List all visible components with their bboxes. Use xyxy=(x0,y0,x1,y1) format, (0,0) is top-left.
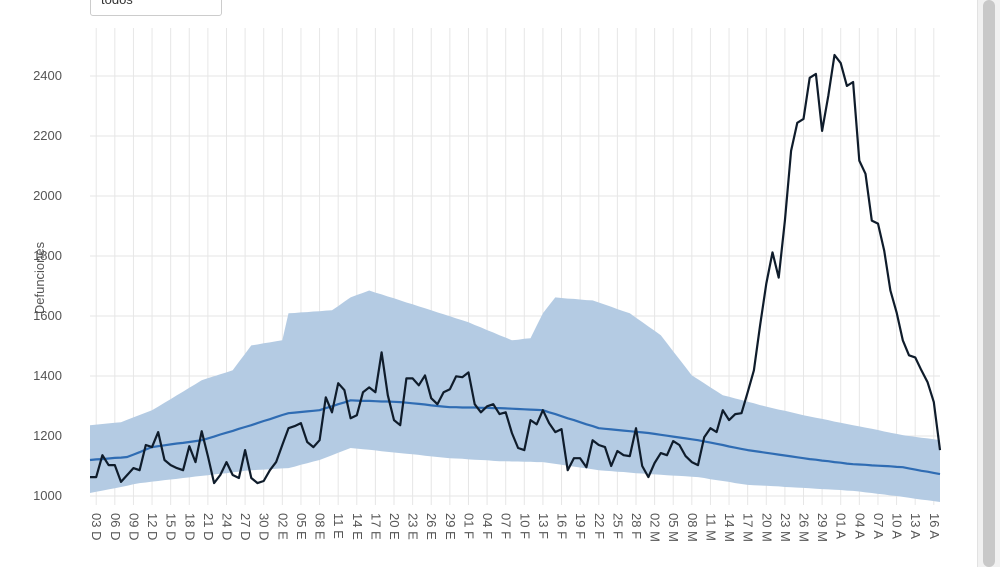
x-tick-label: 19 F xyxy=(573,513,588,539)
y-tick-label: 1200 xyxy=(33,428,62,443)
x-tick-label: 26 E xyxy=(424,513,439,540)
x-tick-label: 24 D xyxy=(219,513,234,540)
filter-value: todos xyxy=(101,0,133,7)
x-tick-label: 07 A xyxy=(871,513,886,539)
chart: Defunciones 1000 1200 1400 1600 1800 2000 2200… xyxy=(32,28,942,542)
x-tick-label: 22 F xyxy=(592,513,607,539)
x-tick-label: 12 D xyxy=(145,513,160,540)
scroll-thumb[interactable] xyxy=(983,0,995,567)
x-tick-label: 20 M xyxy=(759,513,774,542)
y-tick-label: 2000 xyxy=(33,188,62,203)
y-tick-label: 2400 xyxy=(33,68,62,83)
series-line xyxy=(90,53,942,485)
x-tick-label: 08 E xyxy=(313,513,328,540)
x-tick-label: 29 M xyxy=(815,513,830,542)
x-tick-label: 01 A xyxy=(834,513,849,539)
x-tick-label: 27 D xyxy=(238,513,253,540)
x-tick-label: 02 M xyxy=(648,513,663,542)
confidence-band xyxy=(90,290,940,502)
x-tick-label: 23 E xyxy=(406,513,421,540)
x-tick-label: 04 F xyxy=(480,513,495,539)
x-tick-label: 21 D xyxy=(201,513,216,540)
x-tick-label: 17 M xyxy=(741,513,756,542)
x-tick-label: 09 D xyxy=(126,513,141,540)
y-tick-label: 2200 xyxy=(33,128,62,143)
filter-select[interactable]: todos ▼ xyxy=(90,0,222,16)
y-tick-label: 1000 xyxy=(33,488,62,503)
series-line xyxy=(89,399,941,476)
x-tick-label: 29 E xyxy=(443,513,458,540)
x-tick-label: 13 F xyxy=(536,513,551,539)
x-tick-label: 16 F xyxy=(555,513,570,539)
x-tick-label: 28 F xyxy=(629,513,644,539)
x-tick-label: 07 F xyxy=(499,513,514,539)
y-tick-label: 1400 xyxy=(33,368,62,383)
x-tick-label: 06 D xyxy=(108,513,123,540)
caret: ▼ xyxy=(201,0,211,2)
y-tick-label: 1600 xyxy=(33,308,62,323)
x-tick-label: 08 M xyxy=(685,513,700,542)
scrollbar[interactable] xyxy=(977,0,1000,567)
x-tick-label: 20 E xyxy=(387,513,402,540)
x-tick-label: 11 M xyxy=(703,513,718,541)
x-tick-label: 17 E xyxy=(368,513,383,540)
x-tick-label: 26 M xyxy=(797,513,812,542)
x-tick-label: 16 A xyxy=(927,513,942,539)
y-axis-title: Defunciones xyxy=(32,241,47,314)
x-tick-label: 13 A xyxy=(908,513,923,539)
x-tick-label: 30 D xyxy=(257,513,272,540)
x-tick-label: 18 D xyxy=(182,513,197,540)
x-tick-label: 23 M xyxy=(778,513,793,542)
x-tick-label: 10 F xyxy=(517,513,532,539)
x-tick-label: 05 E xyxy=(294,513,309,540)
x-tick-label: 05 M xyxy=(666,513,681,542)
y-tick-label: 1800 xyxy=(33,248,62,263)
x-tick-label: 25 F xyxy=(610,513,625,539)
x-tick-label: 10 A xyxy=(890,513,905,539)
x-tick-label: 02 E xyxy=(275,513,290,540)
x-tick-label: 01 F xyxy=(461,513,476,539)
x-tick-label: 03 D xyxy=(89,513,104,540)
x-tick-label: 15 D xyxy=(164,513,179,540)
x-tick-label: 11 E xyxy=(331,513,346,539)
x-tick-label: 14 M xyxy=(722,513,737,542)
x-tick-label: 14 E xyxy=(350,513,365,540)
x-tick-label: 04 A xyxy=(852,513,867,539)
